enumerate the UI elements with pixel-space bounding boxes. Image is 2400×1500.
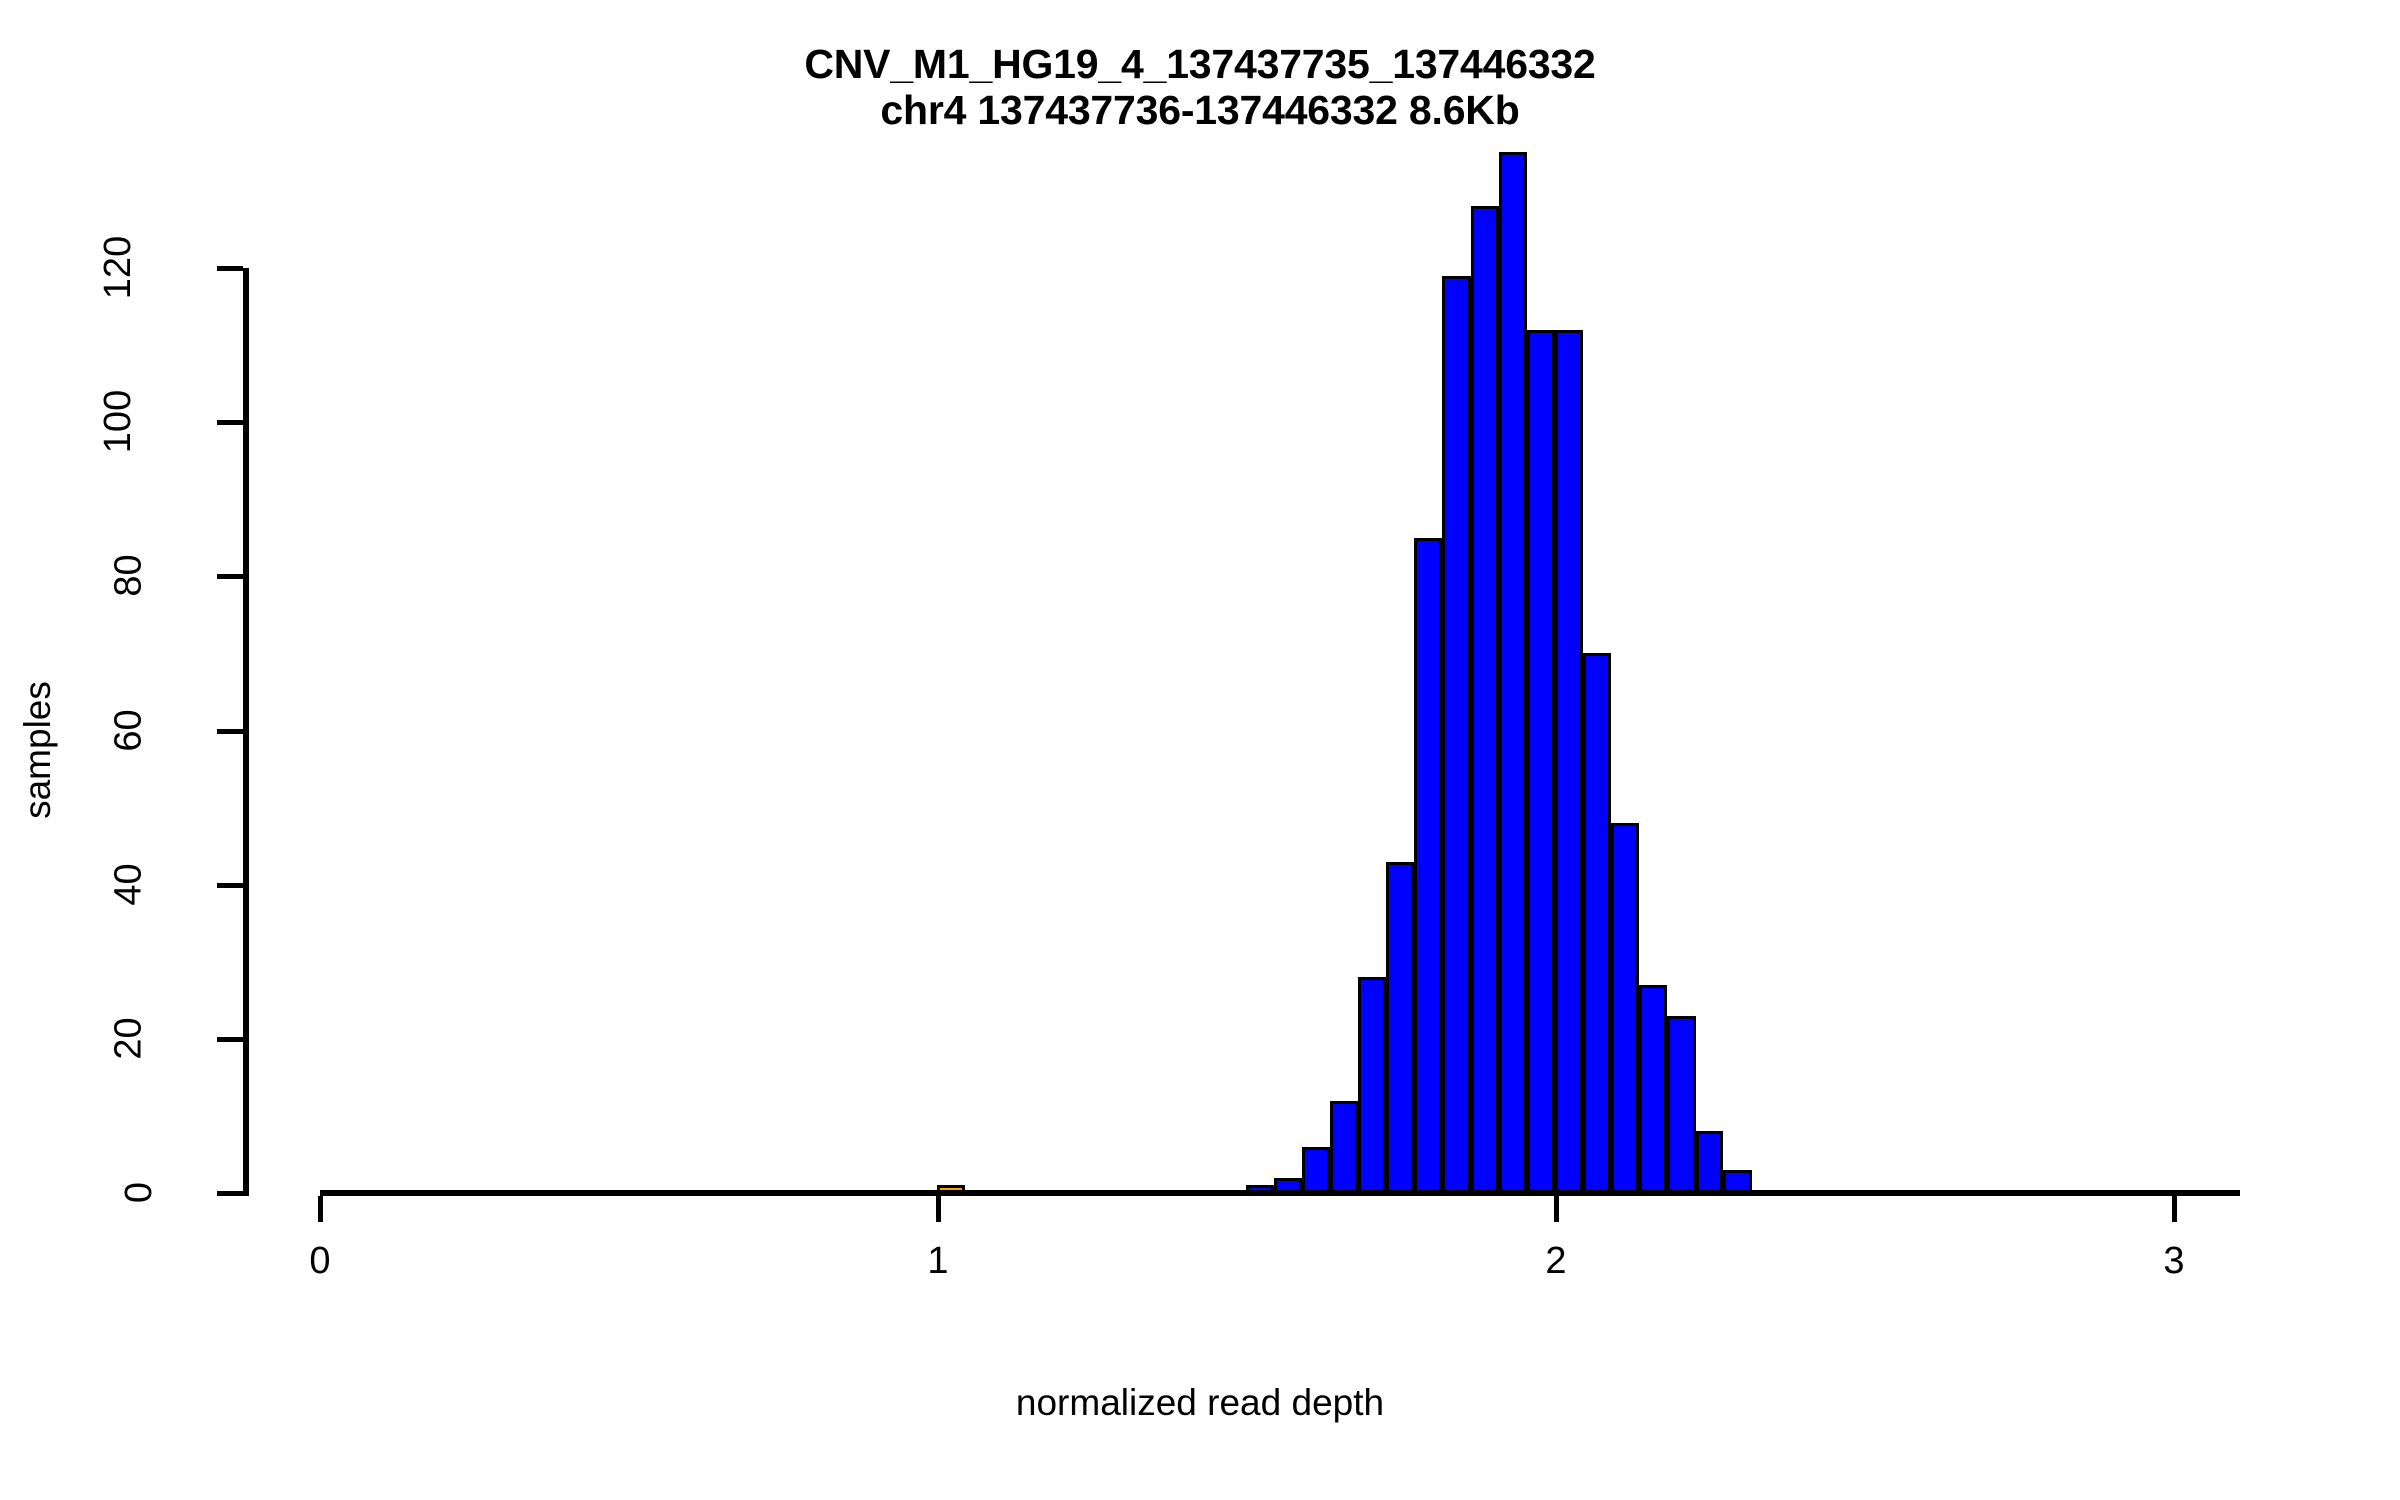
plot-title-line-1: CNV_M1_HG19_4_137437735_137446332 bbox=[804, 41, 1596, 87]
histogram-bar bbox=[936, 1185, 965, 1193]
x-tick-label-1: 1 bbox=[927, 1240, 949, 1282]
y-tick-40 bbox=[217, 882, 243, 888]
histogram-bar bbox=[1442, 275, 1471, 1193]
x-tick-2 bbox=[1554, 1196, 1559, 1222]
histogram-bar bbox=[1526, 329, 1555, 1193]
histogram-bar bbox=[1245, 1185, 1274, 1193]
y-axis-label-wrap: samples bbox=[8, 0, 68, 1500]
plot-title: CNV_M1_HG19_4_137437735_137446332 chr4 1… bbox=[0, 41, 2400, 134]
x-axis-label: normalized read depth bbox=[1015, 1382, 1385, 1423]
x-tick-3 bbox=[2172, 1196, 2177, 1222]
y-tick-0 bbox=[217, 1191, 243, 1196]
y-axis-line bbox=[243, 268, 249, 1196]
y-tick-20 bbox=[217, 1036, 243, 1042]
y-axis-label: samples bbox=[17, 681, 58, 819]
x-tick-0 bbox=[318, 1196, 323, 1222]
histogram-bar bbox=[1695, 1131, 1724, 1193]
x-tick-label-0: 0 bbox=[309, 1240, 331, 1282]
histogram-bar bbox=[1273, 1177, 1302, 1193]
x-axis-line bbox=[320, 1190, 2240, 1196]
histogram-bar bbox=[1414, 537, 1443, 1193]
histogram-bar bbox=[1329, 1100, 1359, 1193]
histogram-bar bbox=[1470, 206, 1499, 1193]
x-tick-label-2: 2 bbox=[1545, 1240, 1567, 1282]
histogram-bar bbox=[1611, 823, 1640, 1193]
histogram-bar bbox=[1358, 977, 1387, 1193]
x-tick-label-3: 3 bbox=[2163, 1240, 2185, 1282]
histogram-bar bbox=[1498, 152, 1527, 1193]
histogram-bar bbox=[1302, 1146, 1330, 1193]
y-tick-120 bbox=[217, 266, 243, 272]
histogram-bar bbox=[1723, 1169, 1752, 1193]
histogram-bar bbox=[1639, 984, 1668, 1193]
histogram-bar bbox=[1583, 653, 1611, 1193]
histogram-bar bbox=[1386, 861, 1415, 1193]
y-tick-100 bbox=[217, 420, 243, 426]
x-tick-1 bbox=[936, 1196, 941, 1222]
y-tick-60 bbox=[217, 728, 243, 734]
histogram-bar bbox=[1667, 1015, 1696, 1193]
histogram-bar bbox=[1554, 329, 1584, 1193]
y-tick-80 bbox=[217, 574, 243, 580]
plot-title-line-2: chr4 137437736-137446332 8.6Kb bbox=[880, 86, 1520, 133]
